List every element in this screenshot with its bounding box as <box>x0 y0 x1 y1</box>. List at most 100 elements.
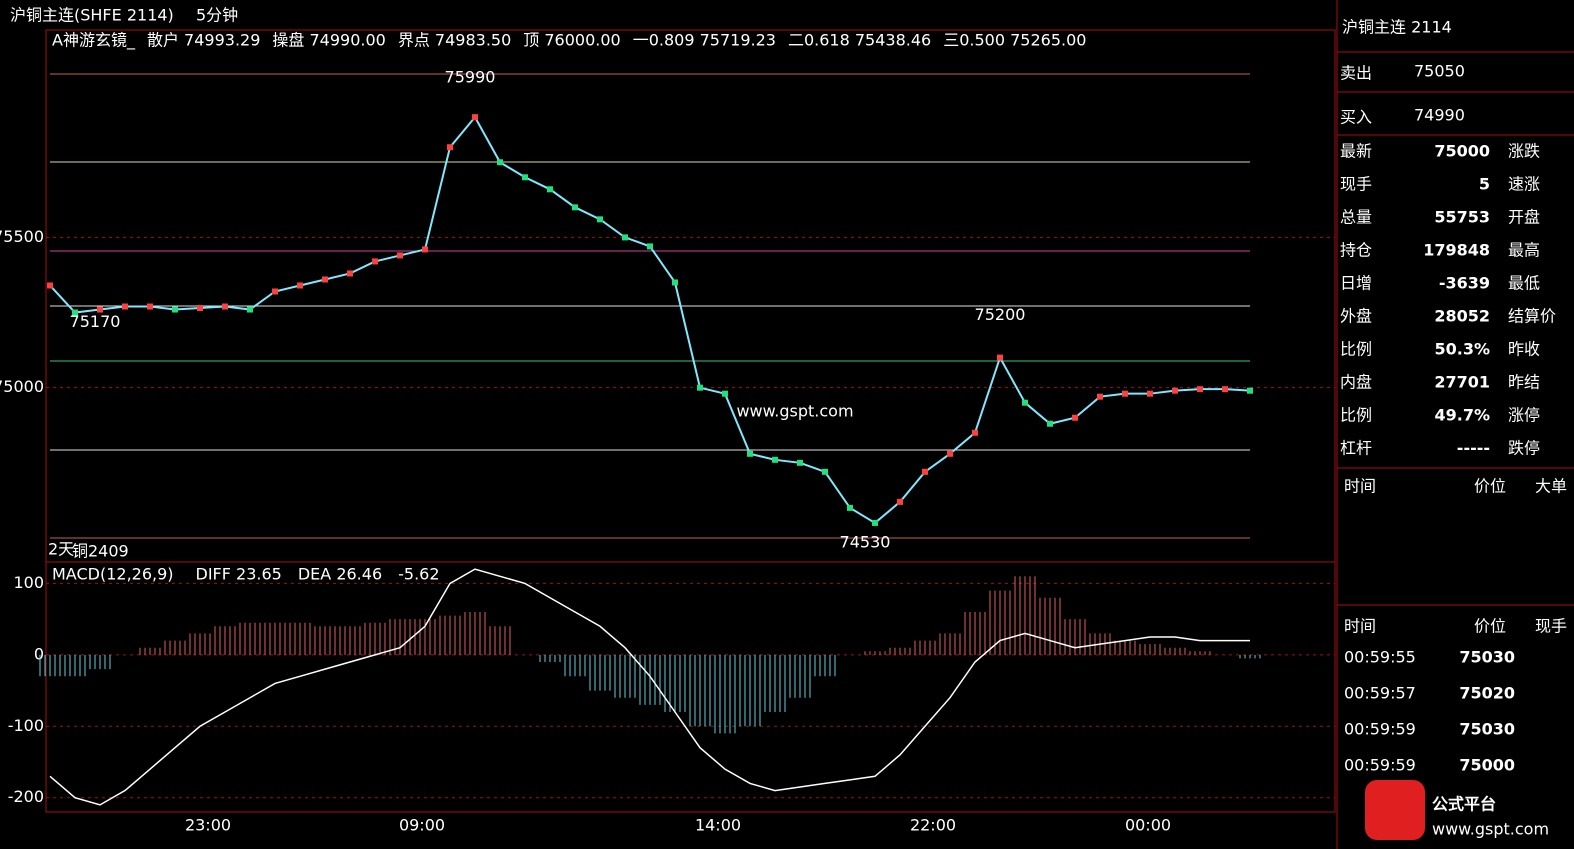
y-tick-label: 75500 <box>0 227 44 246</box>
x-tick-label: 09:00 <box>399 816 445 835</box>
price-annotation: 75170 <box>70 312 121 331</box>
price-point <box>222 303 228 310</box>
quote-label: 开盘 <box>1508 208 1540 227</box>
logo-name: 公式平台 <box>1432 795 1496 814</box>
price-point <box>997 354 1003 361</box>
column-header: 时间 <box>1344 617 1376 636</box>
quote-label: 速涨 <box>1508 175 1540 194</box>
x-tick-label: 22:00 <box>910 816 956 835</box>
tick-price: 75030 <box>1459 720 1515 739</box>
price-point <box>647 243 653 250</box>
price-point <box>572 204 578 211</box>
tick-time: 00:59:59 <box>1344 756 1416 775</box>
quote-label: 涨跌 <box>1508 142 1540 161</box>
quote-value: 55753 <box>1434 208 1490 227</box>
y-tick-label: -100 <box>8 716 44 735</box>
macd-item: DIFF 23.65 <box>196 565 282 584</box>
price-point <box>1222 386 1228 393</box>
quote-label: 跌停 <box>1508 439 1540 458</box>
price-point <box>147 303 153 310</box>
price-point <box>547 186 553 193</box>
quote-value: ----- <box>1457 439 1490 458</box>
indicator-item: 散户 74993.29 <box>147 31 260 50</box>
quote-label: 杠杆 <box>1340 439 1372 458</box>
price-point <box>972 429 978 436</box>
price-point <box>922 468 928 475</box>
logo-url: www.gspt.com <box>1432 820 1549 839</box>
y-tick-label: 100 <box>13 573 44 592</box>
quote-label: 现手 <box>1340 175 1372 194</box>
tick-time: 00:59:59 <box>1344 720 1416 739</box>
price-point <box>472 114 478 121</box>
price-point <box>347 270 353 277</box>
chart-frame <box>45 29 1336 813</box>
price-point <box>447 144 453 151</box>
price-point <box>197 305 203 312</box>
price-point <box>797 459 803 466</box>
header-title: 沪铜主连(SHFE 2114) <box>10 6 174 25</box>
price-point <box>622 234 628 241</box>
quote-label: 最新 <box>1340 142 1372 161</box>
price-point <box>1122 390 1128 397</box>
watermark: www.gspt.com <box>736 402 853 421</box>
quote-label: 昨结 <box>1508 373 1540 392</box>
macd-item: DEA 26.46 <box>298 565 382 584</box>
bid-price: 74990 <box>1414 106 1465 125</box>
price-point <box>1072 414 1078 421</box>
x-tick-label: 00:00 <box>1125 816 1171 835</box>
price-point <box>772 456 778 463</box>
price-point <box>47 282 53 289</box>
price-point <box>397 252 403 259</box>
period-selector[interactable]: 5分钟 <box>196 6 238 25</box>
quote-label: 总量 <box>1340 208 1372 227</box>
quote-label: 最高 <box>1508 241 1540 260</box>
indicator-item: 顶 76000.00 <box>523 31 620 50</box>
logo-icon <box>1365 780 1425 840</box>
price-point <box>747 450 753 457</box>
indicator-item: 操盘 74990.00 <box>272 31 385 50</box>
footnote: 2天 <box>48 540 74 559</box>
price-point <box>897 498 903 505</box>
quote-value: 5 <box>1479 175 1490 194</box>
tick-time: 00:59:57 <box>1344 684 1416 703</box>
quote-value: 28052 <box>1434 307 1490 326</box>
x-tick-label: 14:00 <box>695 816 741 835</box>
price-point <box>1022 399 1028 406</box>
tick-price: 75000 <box>1459 756 1515 775</box>
quote-name: 沪铜主连 2114 <box>1342 18 1452 37</box>
bid-label: 买入 <box>1340 108 1372 127</box>
indicator-item: 界点 74983.50 <box>398 31 511 50</box>
price-point <box>872 519 878 526</box>
price-point <box>97 306 103 313</box>
quote-label: 持仓 <box>1340 241 1372 260</box>
macd-title: MACD(12,26,9) <box>52 565 174 584</box>
ask-price: 75050 <box>1414 62 1465 81</box>
tick-price: 75030 <box>1459 648 1515 667</box>
ask-label: 卖出 <box>1340 64 1372 83</box>
footnote: 铜2409 <box>72 542 129 561</box>
price-annotation: 75200 <box>975 305 1026 324</box>
quote-label: 比例 <box>1340 406 1372 425</box>
quote-label: 内盘 <box>1340 373 1372 392</box>
price-point <box>322 276 328 283</box>
price-point <box>422 246 428 253</box>
price-point <box>172 306 178 313</box>
price-point <box>72 309 78 316</box>
quote-label: 结算价 <box>1508 307 1556 326</box>
price-point <box>497 159 503 166</box>
price-point <box>1047 420 1053 427</box>
tick-time: 00:59:55 <box>1344 648 1416 667</box>
price-point <box>1172 387 1178 394</box>
tick-price: 75020 <box>1459 684 1515 703</box>
price-point <box>822 468 828 475</box>
price-point <box>372 258 378 265</box>
column-header: 时间 <box>1344 477 1376 496</box>
quote-label: 昨收 <box>1508 340 1540 359</box>
price-point <box>697 384 703 391</box>
price-point <box>247 306 253 313</box>
y-tick-label: 0 <box>34 644 44 663</box>
column-header: 价位 <box>1474 617 1506 636</box>
x-tick-label: 23:00 <box>185 816 231 835</box>
